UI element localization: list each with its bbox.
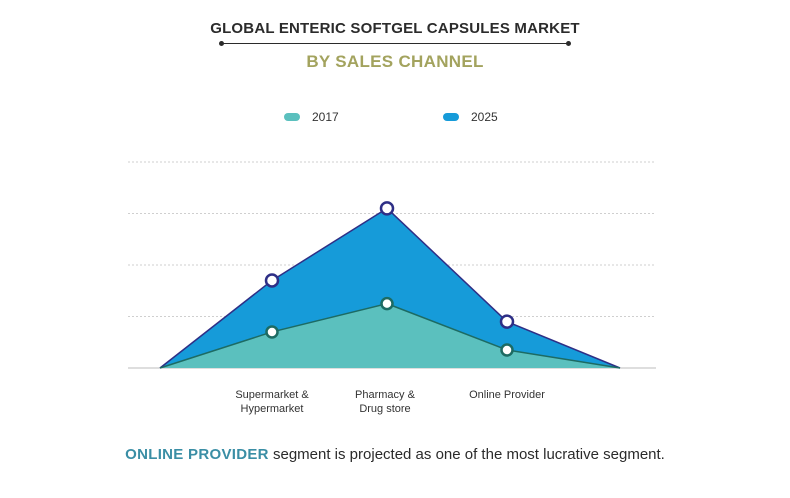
point-2017-1 — [265, 325, 279, 339]
legend-label-2025: 2025 — [471, 110, 498, 124]
legend-item-2025: 2025 — [443, 110, 498, 124]
footnote-text: segment is projected as one of the most … — [268, 446, 665, 463]
x-tick-label: Online Provider — [469, 389, 545, 401]
chart-title: GLOBAL ENTERIC SOFTGEL CAPSULES MARKET — [210, 20, 580, 37]
legend: 2017 2025 — [0, 110, 790, 128]
title-divider — [219, 41, 571, 46]
point-2017-2 — [380, 296, 394, 311]
point-2017-3 — [500, 343, 514, 357]
point-2025-2 — [379, 201, 395, 216]
x-tick-label: Hypermarket — [241, 403, 304, 415]
footnote-highlight: ONLINE PROVIDER — [125, 446, 269, 463]
x-tick-label: Pharmacy & — [355, 389, 416, 401]
legend-label-2017: 2017 — [312, 110, 339, 124]
point-2025-3 — [499, 314, 515, 329]
point-2025-1 — [264, 273, 280, 288]
x-tick-label: Drug store — [359, 403, 410, 415]
chart-subtitle: BY SALES CHANNEL — [306, 52, 484, 71]
x-tick-label: Supermarket & — [235, 389, 309, 401]
footnote: ONLINE PROVIDER segment is projected as … — [0, 446, 790, 463]
legend-item-2017: 2017 — [284, 110, 339, 124]
legend-swatch-2025 — [443, 113, 459, 121]
legend-swatch-2017 — [284, 113, 300, 121]
